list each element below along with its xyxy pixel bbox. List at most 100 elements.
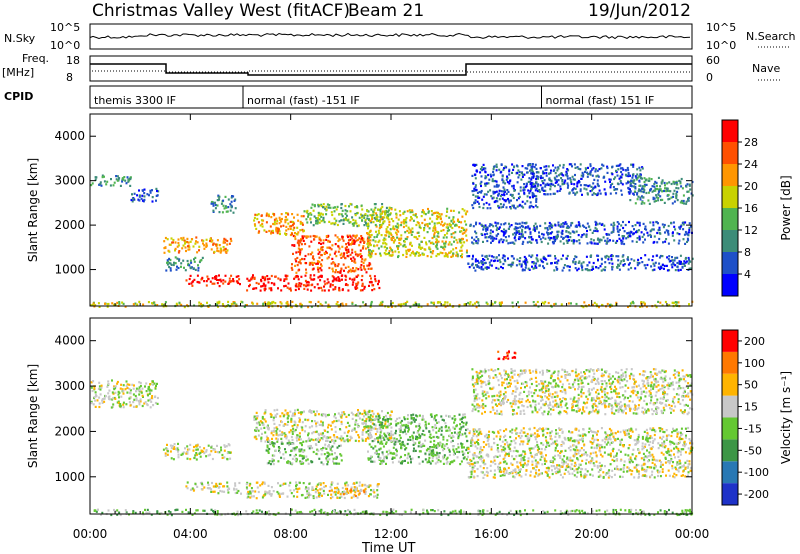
data-cell	[339, 497, 341, 499]
data-cell	[321, 488, 323, 490]
data-cell	[666, 182, 668, 184]
data-cell	[196, 251, 198, 253]
data-cell	[369, 214, 371, 216]
data-cell	[681, 178, 683, 180]
data-cell	[306, 235, 308, 237]
nsearch-label: N.Search	[746, 30, 796, 43]
data-cell	[671, 256, 673, 258]
data-cell	[296, 275, 298, 277]
data-cell	[665, 238, 667, 240]
data-cell	[100, 393, 102, 395]
data-cell	[684, 243, 686, 245]
data-cell	[284, 435, 286, 437]
date-label: 19/Jun/2012	[588, 1, 691, 21]
data-cell	[249, 491, 251, 493]
data-cell	[604, 269, 606, 271]
data-cell	[536, 188, 538, 190]
data-cell	[366, 485, 368, 487]
data-cell	[378, 241, 380, 243]
data-cell	[332, 460, 334, 462]
data-cell	[454, 225, 456, 227]
data-cell	[378, 280, 380, 282]
data-cell	[300, 438, 302, 440]
data-cell	[350, 203, 352, 205]
data-cell	[338, 251, 340, 253]
data-cell	[276, 220, 278, 222]
data-cell	[363, 224, 365, 226]
data-cell	[434, 229, 436, 231]
data-cell	[609, 262, 611, 264]
data-cell	[403, 222, 405, 224]
data-cell	[600, 167, 602, 169]
data-cell	[627, 167, 629, 169]
data-cell	[368, 495, 370, 497]
data-cell	[287, 496, 289, 498]
data-cell	[499, 259, 501, 261]
data-cell	[150, 192, 152, 194]
data-cell	[649, 234, 651, 236]
data-cell	[378, 230, 380, 232]
data-cell	[323, 217, 325, 219]
data-cell	[189, 458, 191, 460]
data-cell	[446, 223, 448, 225]
data-cell	[202, 257, 204, 259]
data-cell	[177, 443, 179, 445]
data-cell	[389, 232, 391, 234]
data-cell	[561, 180, 563, 182]
data-cell	[519, 257, 521, 259]
data-cell	[569, 269, 571, 271]
data-cell	[120, 388, 122, 390]
data-cell	[340, 455, 342, 457]
data-cell	[303, 411, 305, 413]
data-cell	[308, 253, 310, 255]
data-cell	[118, 177, 120, 179]
data-cell	[404, 241, 406, 243]
data-cell	[651, 178, 653, 180]
data-cell	[557, 190, 559, 192]
data-cell	[301, 248, 303, 250]
data-cell	[558, 231, 560, 233]
data-cell	[115, 175, 117, 177]
data-cell	[332, 284, 334, 286]
data-cell	[198, 246, 200, 248]
data-cell	[623, 260, 625, 262]
data-cell	[369, 234, 371, 236]
data-cell	[298, 288, 300, 290]
data-cell	[528, 192, 530, 194]
data-cell	[372, 419, 374, 421]
data-cell	[604, 266, 606, 268]
data-cell	[335, 458, 337, 460]
data-cell	[184, 447, 186, 449]
data-cell	[408, 227, 410, 229]
data-cell	[361, 413, 363, 415]
data-cell	[535, 205, 537, 207]
data-cell	[601, 258, 603, 260]
data-cell	[327, 278, 329, 280]
data-cell	[335, 431, 337, 433]
data-cell	[685, 186, 687, 188]
data-cell	[287, 421, 289, 423]
data-cell	[373, 221, 375, 223]
data-cell	[578, 221, 580, 223]
data-cell	[156, 190, 158, 192]
data-cell	[561, 223, 563, 225]
data-cell	[295, 272, 297, 274]
data-cell	[652, 255, 654, 257]
data-cell	[275, 430, 277, 432]
data-cell	[630, 164, 632, 166]
data-cell	[340, 203, 342, 205]
data-cell	[229, 243, 231, 245]
data-cell	[346, 482, 348, 484]
data-cell	[165, 269, 167, 271]
data-cell	[226, 485, 228, 487]
data-cell	[612, 266, 614, 268]
data-cell	[320, 424, 322, 426]
data-cell	[309, 218, 311, 220]
data-cell	[129, 185, 131, 187]
data-cell	[221, 490, 223, 492]
data-cell	[375, 253, 377, 255]
data-cell	[367, 451, 369, 453]
data-cell	[302, 458, 304, 460]
data-cell	[532, 206, 534, 208]
data-cell	[139, 403, 141, 405]
